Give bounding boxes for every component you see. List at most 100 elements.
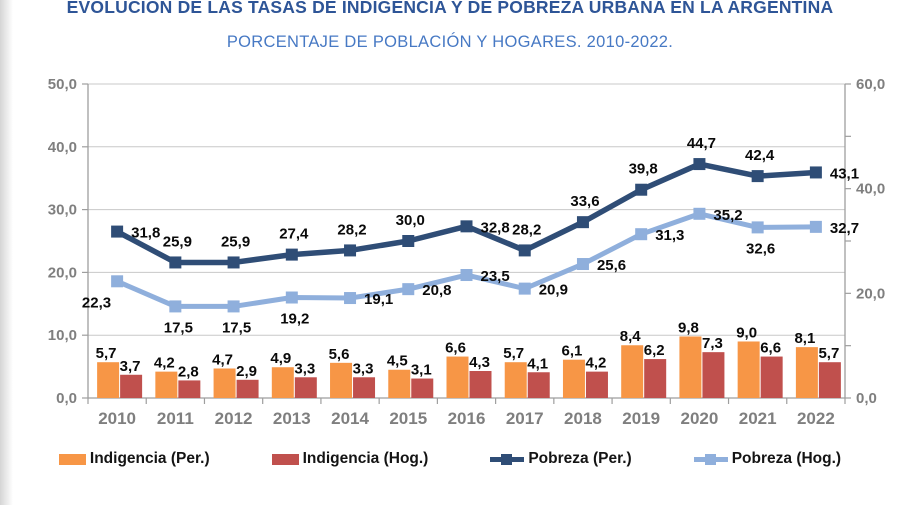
- right-axis-tick-label: 0,0: [856, 390, 877, 407]
- line-value-label: 23,5: [481, 268, 510, 285]
- x-axis-year-label: 2013: [273, 409, 311, 428]
- line-marker: [344, 292, 357, 305]
- bar-swatch-icon: [58, 453, 86, 465]
- line-value-label: 20,9: [539, 282, 568, 299]
- line-value-label: 22,3: [82, 294, 111, 311]
- line-marker: [460, 220, 473, 233]
- bar-value-label: 9,8: [678, 319, 699, 336]
- bar: [702, 352, 725, 398]
- combo-chart: 0,0 10,0 20,0 30,0 40,0 50,0 0,0 20,0 40,0 60,0 20…: [48, 76, 885, 428]
- line-value-label: 43,1: [830, 165, 859, 182]
- bar: [818, 362, 841, 398]
- line-series-0: 31,825,9 25,9 27,4 28,230,0 32,8 28,233,639,8…: [111, 135, 859, 269]
- bar-value-label: 8,4: [620, 328, 642, 345]
- x-axis-year-label: 2011: [157, 409, 194, 428]
- left-axis-tick-label: 40,0: [48, 139, 77, 156]
- bar-value-label: 2,8: [178, 363, 199, 380]
- line-value-label: 33,6: [570, 193, 599, 210]
- legend-item-indigencia-per: Indigencia (Per.): [58, 450, 210, 468]
- bar-value-label: 4,3: [469, 354, 490, 371]
- line-marker: [169, 300, 182, 313]
- x-axis-year-label: 2018: [564, 409, 602, 428]
- bar: [120, 374, 143, 398]
- line-value-label: 32,6: [746, 240, 775, 257]
- bar: [504, 362, 527, 398]
- bar-value-label: 9,0: [736, 324, 757, 341]
- bar-value-label: 4,5: [387, 353, 408, 370]
- bar: [760, 356, 783, 398]
- right-axis-tick-label: 20,0: [856, 285, 885, 302]
- x-axis-year-label: 2010: [98, 409, 136, 428]
- left-axis-tick-label: 50,0: [48, 76, 77, 93]
- line-value-label: 30,0: [396, 212, 425, 229]
- legend-item-pobreza-hog: Pobreza (Hog.): [693, 450, 841, 468]
- bar-value-label: 3,3: [353, 360, 374, 377]
- bar-value-label: 5,6: [329, 346, 350, 363]
- line-value-label: 17,5: [164, 319, 193, 336]
- bar: [388, 369, 411, 398]
- bar: [178, 380, 201, 398]
- line-marker: [635, 183, 648, 196]
- line-value-label: 32,8: [481, 219, 510, 236]
- bar: [330, 362, 353, 398]
- bar: [294, 377, 317, 398]
- x-axis-year-label: 2016: [448, 409, 486, 428]
- bar-value-label: 2,9: [236, 363, 257, 380]
- bar-value-label: 4,1: [527, 355, 548, 372]
- legend-item-indigencia-hog: Indigencia (Hog.): [271, 450, 428, 468]
- line-value-label: 32,7: [830, 220, 859, 237]
- left-axis-tick-label: 20,0: [48, 264, 77, 281]
- right-axis-tick-label: 40,0: [856, 181, 885, 198]
- line-marker: [344, 244, 357, 257]
- line-marker: [693, 207, 706, 220]
- bar: [737, 341, 760, 398]
- bar: [621, 345, 644, 398]
- bar-value-label: 6,6: [760, 340, 781, 357]
- bar: [644, 359, 667, 398]
- bar: [795, 347, 818, 398]
- right-axis-tick-label: 60,0: [856, 76, 885, 93]
- line-value-label: 39,8: [629, 161, 658, 178]
- bar-value-label: 8,1: [794, 330, 815, 347]
- line-value-label: 31,3: [655, 227, 684, 244]
- line-value-label: 28,2: [337, 221, 366, 238]
- bar-value-label: 5,7: [503, 345, 524, 362]
- bar-value-label: 5,7: [818, 345, 839, 362]
- line-marker: [809, 166, 822, 179]
- bar: [353, 377, 376, 398]
- left-axis-tick-label: 30,0: [48, 202, 77, 219]
- bar: [155, 371, 178, 398]
- bar-value-label: 3,3: [294, 360, 315, 377]
- x-axis-year-label: 2021: [739, 409, 777, 428]
- bar-value-label: 3,7: [120, 358, 141, 375]
- bar-value-label: 7,3: [702, 335, 723, 352]
- x-axis-year-label: 2014: [331, 409, 369, 428]
- bar-value-label: 4,9: [270, 350, 291, 367]
- bar: [469, 370, 492, 398]
- chart-legend: Indigencia (Per.) Indigencia (Hog.) Pobr…: [0, 450, 900, 468]
- line-marker: [227, 256, 240, 269]
- line-marker: [751, 170, 764, 183]
- line-value-label: 25,6: [597, 257, 626, 274]
- x-axis-year-label: 2020: [681, 409, 719, 428]
- line-marker: [111, 275, 124, 288]
- legend-label: Pobreza (Per.): [528, 450, 632, 467]
- bar-series-0: 5,7 4,2 4,7 4,9 5,6 4,5 6,6 5,7 6,1 8,4 9,8 9,0 8,1: [96, 319, 818, 398]
- line-marker: [460, 269, 473, 282]
- bar-swatch-icon: [271, 453, 299, 465]
- line-value-label: 31,8: [131, 225, 160, 242]
- line-marker: [111, 225, 124, 238]
- bar-value-label: 4,7: [212, 351, 233, 368]
- line-value-label: 44,7: [687, 135, 716, 152]
- legend-label: Indigencia (Per.): [89, 450, 210, 467]
- chart-subtitle: PORCENTAJE DE POBLACIÓN Y HOGARES. 2010-…: [226, 33, 674, 51]
- x-axis-year-label: 2022: [797, 409, 835, 428]
- line-marker: [285, 291, 298, 304]
- gridlines: [88, 83, 845, 399]
- bar-series-1: 3,7 2,8 2,9 3,3 3,3 3,1 4,3 4,1 4,2 6,2 7,3 6,6 5,7: [120, 335, 841, 398]
- line-marker-swatch-icon: [490, 453, 525, 465]
- bar-value-label: 4,2: [154, 355, 175, 372]
- bar: [271, 367, 294, 398]
- bar: [585, 371, 608, 398]
- bar: [236, 379, 259, 398]
